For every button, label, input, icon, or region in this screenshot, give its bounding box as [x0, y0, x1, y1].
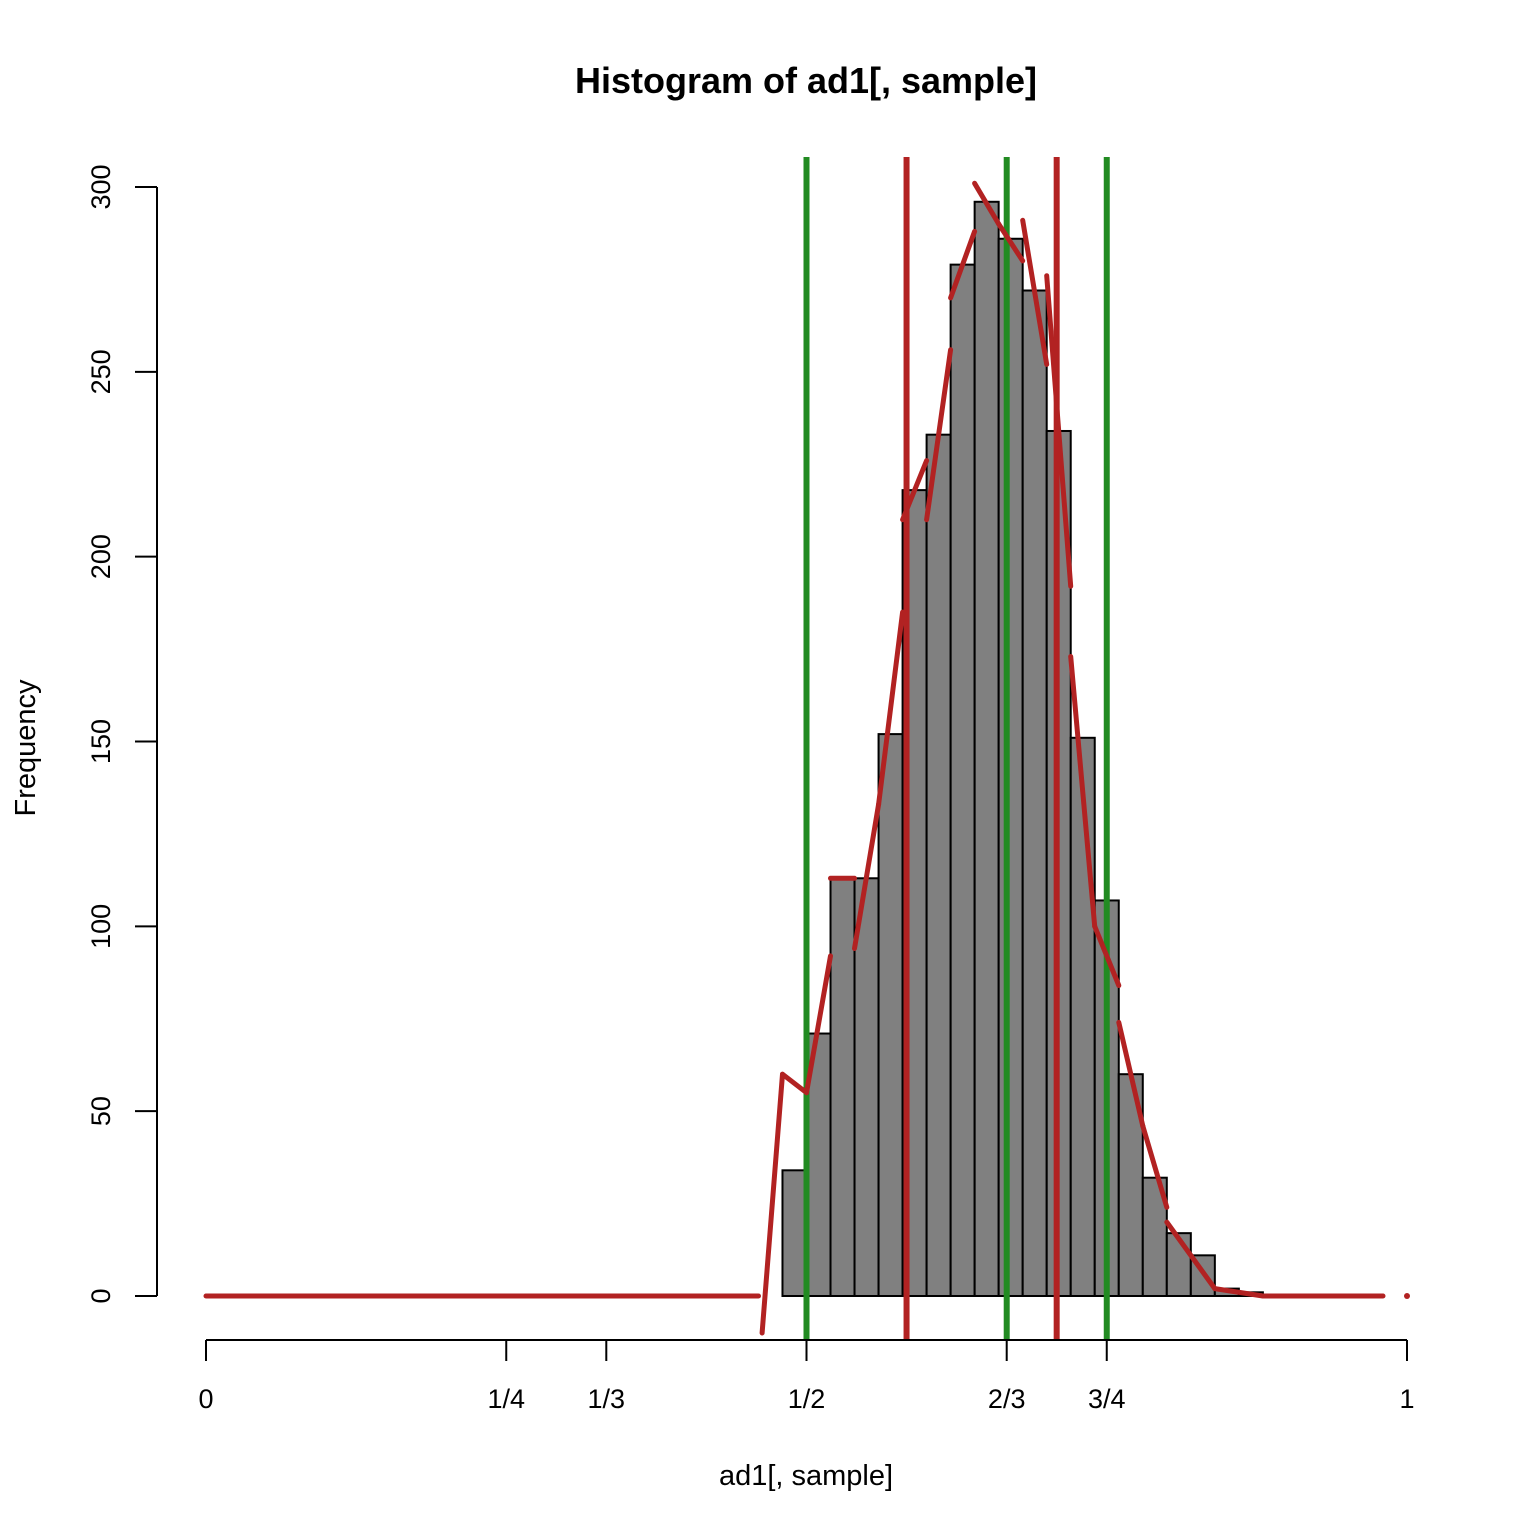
y-axis-label: Frequency — [10, 679, 42, 817]
y-tick-label: 300 — [86, 164, 116, 209]
histogram-bar — [829, 877, 856, 1297]
density-curve-segment — [1116, 1019, 1146, 1129]
density-curve-segment — [804, 953, 833, 1096]
density-curve-segment — [1212, 1286, 1266, 1299]
y-tick-label: 200 — [86, 534, 116, 579]
x-tick-label: 1/2 — [788, 1384, 826, 1414]
density-curve-segment — [780, 1071, 809, 1096]
density-curve-segment — [852, 801, 882, 951]
density-curve-segment — [1068, 654, 1098, 929]
x-tick-label: 1 — [1399, 1384, 1414, 1414]
x-tick-label: 2/3 — [988, 1384, 1026, 1414]
y-tick-label: 50 — [86, 1096, 116, 1126]
y-tick-label: 0 — [86, 1288, 116, 1303]
chart-title: Histogram of ad1[, sample] — [575, 60, 1037, 101]
density-curve-segment — [1044, 273, 1074, 589]
density-curve-endpoint — [1404, 1293, 1410, 1299]
histogram-bar — [1021, 289, 1048, 1297]
histogram-bar — [997, 237, 1024, 1298]
x-axis: 0 1/4 1/3 1/2 2/3 3/4 1 — [198, 1339, 1415, 1414]
x-tick-label: 1/4 — [487, 1384, 525, 1414]
density-curve-segment — [972, 180, 1002, 227]
histogram-bar — [781, 1169, 808, 1298]
density-curve-segment — [996, 221, 1026, 264]
x-tick-label: 3/4 — [1088, 1384, 1126, 1414]
histogram-bars — [781, 200, 1264, 1298]
density-curve-segment — [1092, 923, 1122, 988]
y-tick-label: 250 — [86, 349, 116, 394]
density-curve-segment — [1020, 217, 1050, 367]
density-curve-segment — [876, 609, 906, 807]
density-curve-segment — [924, 347, 954, 523]
density-curve — [203, 180, 1410, 1336]
y-axis: 0 50 100 150 200 250 300 — [86, 164, 158, 1304]
y-tick-label: 150 — [86, 719, 116, 764]
reference-lines — [803, 157, 1110, 1340]
x-tick-label: 0 — [198, 1384, 213, 1414]
density-curve-segment — [900, 458, 930, 523]
density-curve-segment — [1140, 1123, 1170, 1210]
density-curve-segment — [948, 228, 978, 301]
density-curve-segment — [1164, 1219, 1218, 1292]
histogram-bar — [973, 200, 1000, 1298]
y-tick-label: 100 — [86, 904, 116, 949]
x-axis-label: ad1[, sample] — [719, 1460, 893, 1492]
x-tick-label: 1/3 — [588, 1384, 626, 1414]
density-curve-segment — [759, 1071, 785, 1336]
histogram-bar — [949, 263, 976, 1297]
histogram-bar — [1165, 1232, 1192, 1297]
histogram-bar — [925, 433, 952, 1297]
histogram-bar — [877, 733, 904, 1297]
histogram-bar — [1069, 736, 1096, 1297]
